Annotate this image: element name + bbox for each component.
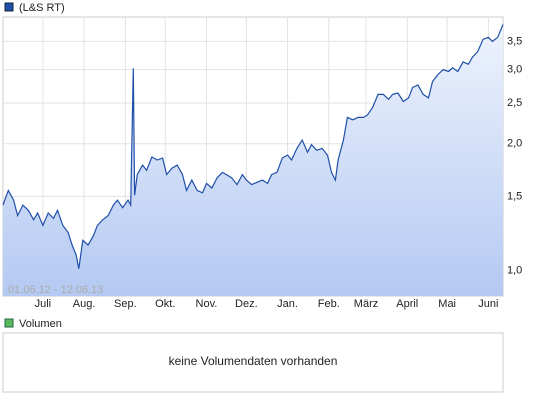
x-tick-label: Sep. [114, 298, 137, 310]
x-tick-label: Dez. [235, 298, 258, 310]
line [2, 24, 504, 269]
legend-swatch [4, 2, 14, 12]
y-tick-label: 1,5 [507, 190, 522, 202]
legend-label: Volumen [19, 318, 62, 330]
area [3, 24, 503, 296]
x-tick-label: Juni [478, 298, 498, 310]
x-tick-label: Juli [35, 298, 52, 310]
volume-message: keine Volumendaten vorhanden [169, 354, 338, 368]
x-tick-label: Okt. [155, 298, 175, 310]
x-tick-label: Feb. [318, 298, 340, 310]
x-tick-label: Aug. [73, 298, 96, 310]
range-label: 01.06.12 - 12.06.13 [8, 284, 103, 296]
volume-panel [2, 332, 504, 393]
y-tick-label: 2,0 [507, 138, 522, 150]
x-tick-label: Nov. [196, 298, 218, 310]
legend-label: (L&S RT) [19, 2, 65, 14]
x-tick-label: Mai [438, 298, 456, 310]
plot [2, 17, 504, 296]
y-tick-label: 3,5 [507, 35, 522, 47]
legend-swatch [4, 318, 14, 328]
x-tick-label: April [396, 298, 418, 310]
y-tick-label: 1,0 [507, 264, 522, 276]
y-tick-label: 3,0 [507, 64, 522, 76]
y-tick-label: 2,5 [507, 97, 522, 109]
x-tick-label: März [354, 298, 378, 310]
x-tick-label: Jan. [277, 298, 298, 310]
